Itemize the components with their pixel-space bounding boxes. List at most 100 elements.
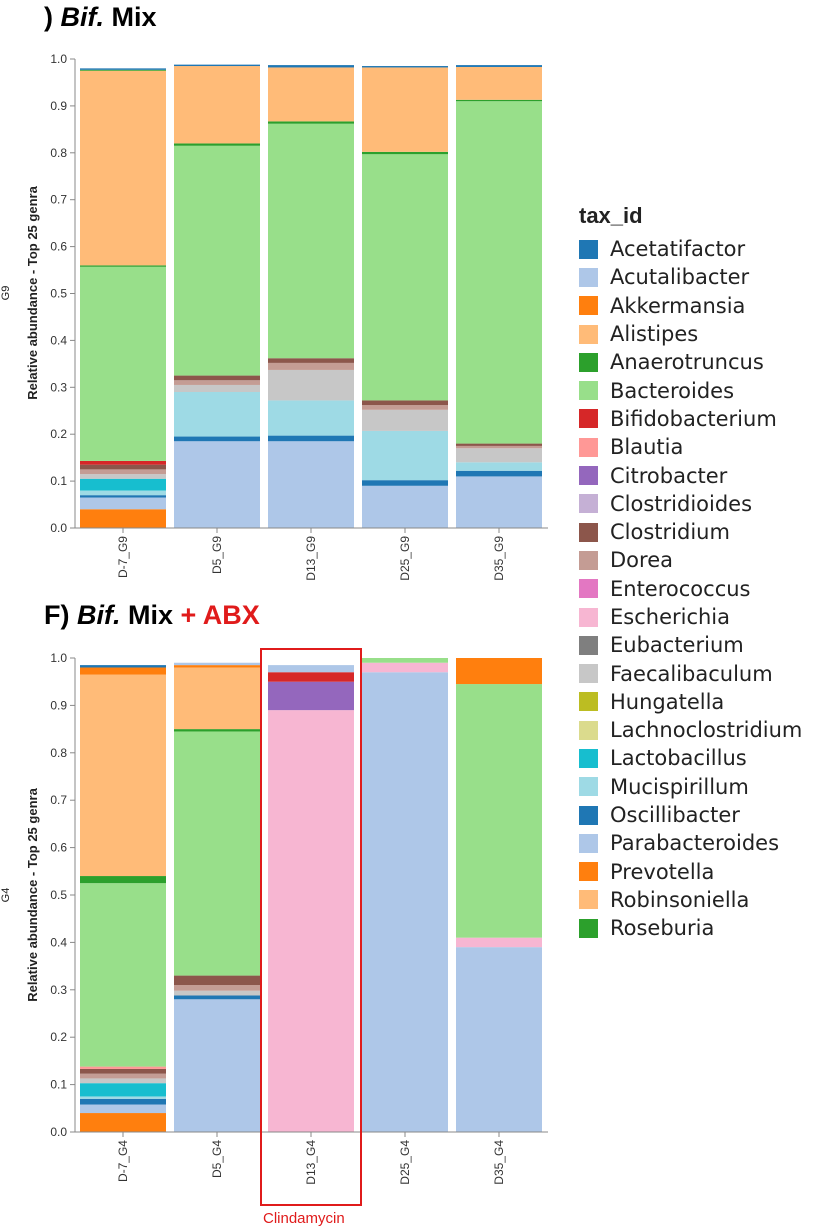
bottom-bar-d-7-g4-segment-acetatifactor [80,665,166,668]
top-y-axis-title: Relative abundance - Top 25 genra [25,185,40,399]
top-bar-d-7-g9-segment-bacteroides [80,266,166,461]
bottom-bar-d35-g4-segment-parabacteroides [456,947,542,1132]
legend-label: Acutalibacter [610,265,750,290]
bottom-bar-d5-g4-segment-alistipes [174,667,260,730]
legend-item-bifidobacterium: Bifidobacterium [579,405,802,433]
legend-swatch [579,352,598,372]
top-y-tick-label: 0.0 [50,521,67,535]
legend-item-escherichia: Escherichia [579,603,802,631]
top-bar-d35-g9-segment-faecalibaculum [456,448,542,463]
bottom-bar-d35-g4-segment-prevotella [456,658,542,685]
top-bar-d5-g9-segment-bacteroides [174,145,260,376]
legend-swatch [579,833,598,853]
bottom-bar-d13-g4-segment-bifidobacterium [268,672,354,682]
legend-swatch [579,890,598,910]
panel-bottom-title-part: Bif. [77,600,121,630]
top-bar-d13-g9-segment-parabacteroides [268,441,354,528]
bottom-bar-d35-g4-segment-escherichia [456,937,542,948]
panel-bottom-title-part: F) [44,600,77,630]
legend-label: Bifidobacterium [610,406,777,431]
legend-items: Acetatifactor Acutalibacter Akkermansia Ali… [579,235,802,942]
clindamycin-annotation-label: Clindamycin [263,1210,345,1227]
legend-label: Citrobacter [610,463,728,488]
top-bar-d-7-g9-segment-roseburia [80,69,166,71]
top-y-tick-label: 0.6 [50,240,67,254]
legend-swatch [579,324,598,344]
top-bar-d25-g9-segment-oscillibacter [362,480,448,486]
top-bar-d25-g9-segment-alistipes [362,67,448,152]
top-y-tick-label: 1.0 [50,52,67,66]
legend-swatch [579,720,598,740]
top-bar-d5-g9-segment-oscillibacter [174,436,260,442]
legend-label: Eubacterium [610,633,744,658]
bottom-x-tick-label-d13-g4: D13_G4 [304,1140,318,1185]
legend-swatch [579,777,598,797]
bottom-y-tick-label: 0.0 [50,1125,67,1139]
bottom-bar-d-7-g4-segment-acutalibacter [80,1104,166,1114]
top-bar-d5-g9-segment-acetatifactor [174,64,260,67]
top-x-tick-label-d5-g9: D5_G9 [210,536,224,574]
legend-item-akkermansia: Akkermansia [579,292,802,320]
bottom-bar-d-7-g4-segment-akkermansia [80,1113,166,1132]
top-bar-d13-g9-segment-oscillibacter [268,435,354,442]
legend-item-roseburia: Roseburia [579,914,802,942]
panel-bottom-title-part: Mix [120,600,181,630]
legend-swatch [579,239,598,259]
legend-item-lactobacillus: Lactobacillus [579,744,802,772]
bottom-bar-d5-g4-segment-oscillibacter [174,995,260,1000]
legend-item-alistipes: Alistipes [579,320,802,348]
top-bar-d35-g9-segment-oscillibacter [456,470,542,477]
top-bar-d35-g9-segment-acetatifactor [456,65,542,67]
top-facet-label: G9 [0,286,12,301]
bottom-y-tick-label: 0.3 [50,983,67,997]
top-bar-d5-g9-segment-clostridium [174,375,260,381]
legend-item-robinsoniella: Robinsoniella [579,886,802,914]
bottom-bar-d5-g4-segment-faecalibaculum [174,990,260,996]
bottom-bar-d5-g4-segment-dorea [174,985,260,991]
top-bar-d13-g9-segment-dorea [268,362,354,370]
top-bar-d35-g9-segment-bacteroides [456,101,542,444]
bottom-bar-d-7-g4-segment-faecalibaculum [80,1078,166,1084]
legend-swatch [579,267,598,287]
bottom-y-tick-label: 0.8 [50,746,67,760]
legend-item-anaerotruncus: Anaerotruncus [579,348,802,376]
legend-swatch [579,550,598,570]
legend-swatch [579,748,598,768]
legend-label: Roseburia [610,916,715,941]
legend: tax_id Acetatifactor Acutalibacter Akkerma… [579,203,802,942]
legend-swatch [579,296,598,316]
legend-label: Lactobacillus [610,746,747,771]
legend-label: Hungatella [610,689,725,714]
bottom-bar-d-7-g4-segment-mucispirillum [80,1096,166,1099]
top-bar-d25-g9-segment-bacteroides [362,154,448,401]
top-bar-d13-g9-segment-bacteroides [268,123,354,359]
panel-top-title-part: Bif. [60,2,105,32]
bottom-bar-d5-g4-segment-clostridium [174,975,260,986]
top-bar-d25-g9-segment-dorea [362,405,448,410]
top-y-tick-label: 0.1 [50,474,67,488]
legend-label: Anaerotruncus [610,350,764,375]
top-bar-d35-g9-segment-mucispirillum [456,462,542,471]
legend-swatch [579,437,598,457]
top-bar-d25-g9-segment-faecalibaculum [362,409,448,431]
bottom-bar-d5-g4-segment-parabacteroides [174,999,260,1132]
top-bar-d25-g9-segment-mucispirillum [362,430,448,481]
top-bar-d5-g9-segment-anaerotruncus [174,143,260,146]
legend-label: Dorea [610,548,673,573]
top-bar-d-7-g9-segment-bifidobacterium [80,460,166,465]
panel-top-title: ) Bif. Mix [44,2,157,33]
legend-item-acetatifactor: Acetatifactor [579,235,802,263]
top-bar-d-7-g9-segment-lactobacillus [80,478,166,491]
legend-item-bacteroides: Bacteroides [579,376,802,404]
bottom-y-tick-label: 1.0 [50,651,67,665]
top-bar-d35-g9-segment-clostridium [456,443,542,446]
panel-bottom-title-part: + ABX [180,600,260,630]
top-bar-d5-g9-segment-mucispirillum [174,391,260,437]
legend-label: Clostridioides [610,491,753,516]
bottom-y-axis-title: Relative abundance - Top 25 genra [25,787,40,1001]
bottom-x-tick-label-d-7-g4: D-7_G4 [116,1140,130,1182]
top-bar-d13-g9-segment-acetatifactor [268,65,354,68]
legend-label: Akkermansia [610,293,746,318]
bottom-bar-d-7-g4-segment-blautia [80,1066,166,1069]
bottom-bar-d-7-g4-segment-anaerotruncus [80,876,166,884]
